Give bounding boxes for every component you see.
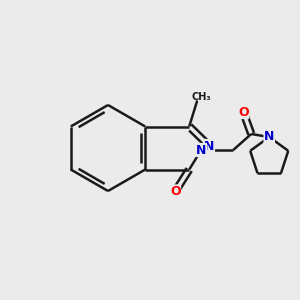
- Text: N: N: [264, 130, 274, 143]
- Text: O: O: [238, 106, 249, 118]
- Text: N: N: [196, 143, 206, 157]
- Text: O: O: [170, 185, 181, 198]
- Text: CH₃: CH₃: [191, 92, 211, 101]
- Text: N: N: [204, 140, 214, 152]
